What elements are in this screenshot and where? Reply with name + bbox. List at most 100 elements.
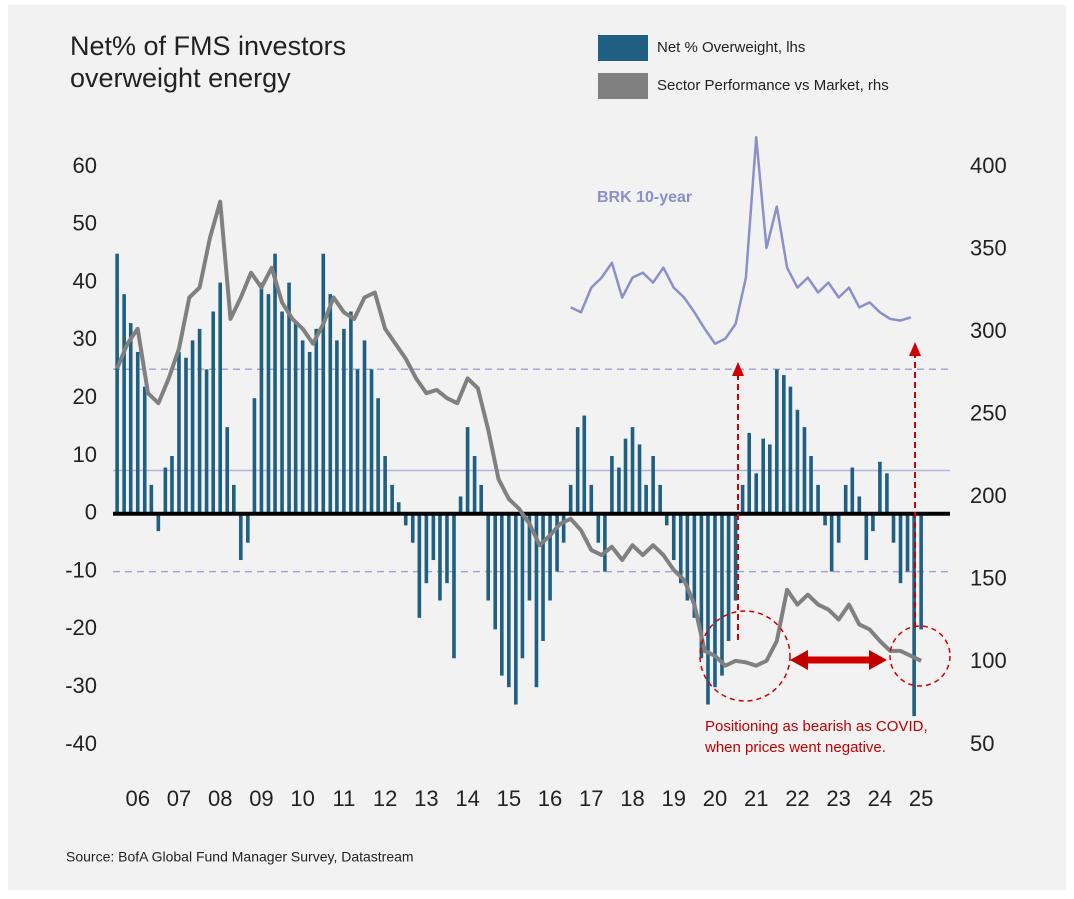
bar <box>919 513 923 630</box>
y-tick-label: 40 <box>73 268 97 293</box>
bar <box>610 456 614 514</box>
bar <box>850 467 855 514</box>
bar <box>905 513 910 572</box>
x-tick-label: 24 <box>868 786 892 811</box>
bar <box>211 311 215 514</box>
legend-swatch <box>598 73 648 99</box>
bar <box>713 513 717 688</box>
bar <box>836 513 841 543</box>
bar <box>383 456 387 514</box>
bar <box>871 513 875 532</box>
source: Source: BofA Global Fund Manager Survey,… <box>66 849 414 865</box>
bar <box>829 513 834 572</box>
bar <box>617 467 621 514</box>
bar <box>239 513 243 561</box>
bar <box>163 467 168 514</box>
chart-title: overweight energy <box>70 63 291 93</box>
bar <box>706 513 710 705</box>
x-tick-label: 25 <box>909 786 933 811</box>
bar <box>788 386 793 514</box>
x-tick-label: 06 <box>125 786 149 811</box>
bar <box>472 456 477 514</box>
legend-swatch <box>598 35 648 61</box>
bar <box>438 513 442 601</box>
bar <box>403 513 408 526</box>
line <box>115 199 922 668</box>
y2-tick-label: 300 <box>970 318 1007 343</box>
bar <box>671 513 676 561</box>
background <box>8 5 1066 890</box>
bar <box>623 438 628 514</box>
bar <box>273 253 277 514</box>
bar <box>809 456 813 514</box>
x-tick-label: 19 <box>662 786 686 811</box>
y-tick-label: 20 <box>73 384 97 409</box>
x-tick-label: 18 <box>620 786 644 811</box>
bar <box>328 294 333 514</box>
bar <box>664 513 669 526</box>
bar <box>314 328 319 514</box>
bar <box>802 427 807 514</box>
annotation-shapes <box>699 342 951 702</box>
bar <box>658 484 662 514</box>
bar <box>507 513 511 688</box>
bar <box>761 438 766 514</box>
bar <box>685 513 690 601</box>
y-tick-label: 60 <box>73 153 97 178</box>
bar <box>135 351 140 514</box>
bar <box>747 432 752 514</box>
bar <box>259 282 264 514</box>
legend-label: Sector Performance vs Market, rhs <box>657 77 889 94</box>
bar <box>637 444 642 514</box>
bar <box>156 513 161 532</box>
bar <box>115 253 119 514</box>
bar <box>630 427 635 514</box>
bar <box>596 513 601 543</box>
bar <box>369 369 374 514</box>
x-tick-label: 15 <box>497 786 521 811</box>
arrow-head <box>869 650 887 670</box>
bar <box>280 311 284 514</box>
bar <box>568 484 573 514</box>
bar <box>795 409 800 514</box>
x-tick-label: 12 <box>373 786 397 811</box>
y2-tick-label: 200 <box>970 483 1007 508</box>
bar <box>321 253 326 514</box>
bar <box>479 484 483 514</box>
bar <box>500 513 504 676</box>
bar <box>142 386 147 514</box>
annotation: Positioning as bearish as COVID, <box>705 718 928 735</box>
bar <box>149 484 154 514</box>
bar <box>775 369 779 514</box>
bar <box>514 513 518 705</box>
bar <box>252 398 257 514</box>
highlight-circle <box>699 610 791 702</box>
bar <box>733 513 738 601</box>
y-tick-label: -20 <box>65 615 97 640</box>
x-tick-label: 20 <box>703 786 727 811</box>
y-tick-label: 50 <box>73 211 97 236</box>
x-tick-label: 07 <box>167 786 191 811</box>
bar <box>898 513 903 584</box>
bar <box>520 513 525 659</box>
bar <box>843 484 848 514</box>
bar <box>603 513 607 572</box>
y-tick-label: -40 <box>65 731 97 756</box>
bar <box>644 484 648 514</box>
x-tick-label: 09 <box>249 786 273 811</box>
bar <box>575 427 580 514</box>
bar <box>445 513 449 584</box>
bar <box>177 351 181 514</box>
bar <box>561 513 566 543</box>
bar <box>287 282 291 514</box>
x-tick-label: 23 <box>826 786 850 811</box>
bar <box>527 513 532 601</box>
x-tick-label: 22 <box>785 786 809 811</box>
bar <box>891 513 896 543</box>
bar <box>465 427 470 514</box>
y-tick-label: 0 <box>85 500 97 525</box>
arrow-head <box>909 342 921 356</box>
bar <box>335 340 339 514</box>
bar <box>885 473 889 514</box>
